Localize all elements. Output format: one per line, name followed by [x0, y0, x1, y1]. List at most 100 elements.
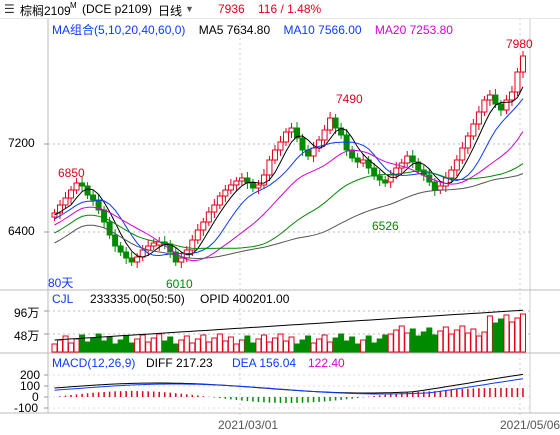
volume-bar — [492, 322, 499, 353]
candle-body — [178, 257, 185, 263]
candle-body — [310, 147, 317, 157]
hamburger-icon[interactable]: ☰ — [4, 2, 15, 16]
candle-body — [437, 185, 444, 191]
volume-bar — [354, 343, 361, 353]
last-price: 7936 — [218, 2, 245, 16]
volume-bar — [371, 342, 378, 353]
volume-bar — [205, 341, 212, 353]
candle-body — [294, 127, 301, 139]
volume-bar — [288, 336, 295, 353]
macd-value: 122.40 — [308, 356, 345, 370]
volume-bar — [200, 334, 207, 353]
candle-body — [299, 137, 306, 151]
volume-bar — [183, 335, 190, 353]
candle-body — [420, 169, 427, 176]
volume-label[interactable]: CJL — [52, 292, 74, 306]
volume-bar — [321, 334, 328, 353]
macd-dea: DEA 156.04 — [232, 356, 297, 370]
volume-bar — [238, 339, 245, 353]
candle-body — [431, 181, 438, 191]
volume-bar — [332, 337, 339, 353]
volume-bar — [101, 340, 108, 353]
volume-bar — [227, 336, 234, 353]
title-bar: ☰ 棕榈2109 M (DCE p2109) 日线 ▼ 7936 116 / 1… — [0, 0, 560, 19]
volume-bar — [123, 335, 130, 353]
peak-annotation-6850: 6850 — [58, 166, 85, 180]
candle-body — [481, 99, 488, 113]
ma10-value: MA10 7566.00 — [283, 23, 362, 37]
volume-bar — [216, 333, 223, 353]
candle-body — [73, 182, 80, 191]
volume-bar — [376, 338, 383, 353]
candle-body — [172, 251, 179, 263]
candle-body — [227, 184, 234, 191]
volume-bar — [271, 337, 278, 353]
volume-bar — [84, 341, 91, 353]
candle-body — [349, 149, 356, 159]
ma-combo-label[interactable]: MA组合(5,10,20,40,60,0) — [52, 23, 186, 37]
ma-legend: MA组合(5,10,20,40,60,0) MA5 7634.80 MA10 7… — [52, 21, 463, 38]
volume-bar — [420, 331, 427, 353]
volume-bar — [305, 335, 312, 353]
dea-line — [54, 378, 524, 395]
volume-bar — [260, 334, 267, 353]
contract-code: (DCE p2109) — [82, 2, 153, 16]
volume-bar — [117, 339, 124, 353]
candle-body — [382, 179, 389, 184]
candle-body — [189, 239, 196, 251]
date-label-2: 2021/05/06 — [500, 418, 560, 432]
volume-bar — [310, 342, 317, 353]
candle-body — [453, 159, 460, 171]
volume-bar — [156, 333, 163, 353]
candle-body — [288, 127, 295, 133]
ma20-value: MA20 7253.80 — [374, 23, 453, 37]
candle-body — [84, 185, 91, 196]
candle-body — [79, 182, 86, 187]
volume-tick-96: 96万 — [14, 306, 40, 320]
volume-bar — [128, 342, 135, 353]
volume-bar — [382, 334, 389, 353]
candle-body — [459, 147, 466, 161]
volume-bar — [453, 329, 460, 353]
ma40-line — [54, 163, 524, 250]
candle-body — [497, 103, 504, 111]
candle-body — [277, 141, 284, 151]
volume-bar — [244, 335, 251, 353]
candle-body — [134, 256, 141, 263]
candle-body — [90, 194, 97, 201]
volume-bar — [464, 332, 471, 353]
volume-bar — [222, 340, 229, 353]
macd-label[interactable]: MACD(12,26,9) — [52, 356, 136, 370]
candle-body — [128, 257, 135, 263]
period-selector[interactable]: 日线 — [158, 4, 183, 18]
candle-body — [327, 117, 334, 131]
candle-body — [260, 174, 267, 186]
volume-bar — [134, 338, 141, 353]
candle-body — [194, 229, 201, 241]
candle-body — [464, 135, 471, 149]
instrument-name[interactable]: 棕榈2109 — [20, 4, 71, 18]
price-tick-7200: 7200 — [8, 136, 35, 150]
candle-body — [519, 55, 526, 73]
volume-bar — [139, 334, 146, 353]
candle-body — [62, 197, 69, 206]
volume-bar — [233, 343, 240, 353]
candle-body — [492, 94, 499, 105]
candle-body — [470, 123, 477, 137]
date-label-1: 2021/03/01 — [218, 418, 279, 432]
volume-bar — [172, 343, 179, 353]
macd-diff: DIFF 217.23 — [146, 356, 213, 370]
volume-bar — [426, 327, 433, 353]
volume-bar — [95, 333, 102, 353]
low-annotation-6526: 6526 — [372, 219, 399, 233]
volume-bar — [211, 337, 218, 353]
macd-tick-0: 0 — [32, 390, 39, 404]
days-indicator: 80天 — [48, 276, 74, 290]
volume-opid: OPID 400201.00 — [200, 292, 290, 306]
volume-bar — [249, 342, 256, 353]
candle-body — [117, 245, 124, 253]
volume-bar — [106, 336, 113, 353]
dropdown-arrow-icon[interactable]: ▼ — [185, 4, 194, 14]
volume-bar — [161, 340, 168, 353]
